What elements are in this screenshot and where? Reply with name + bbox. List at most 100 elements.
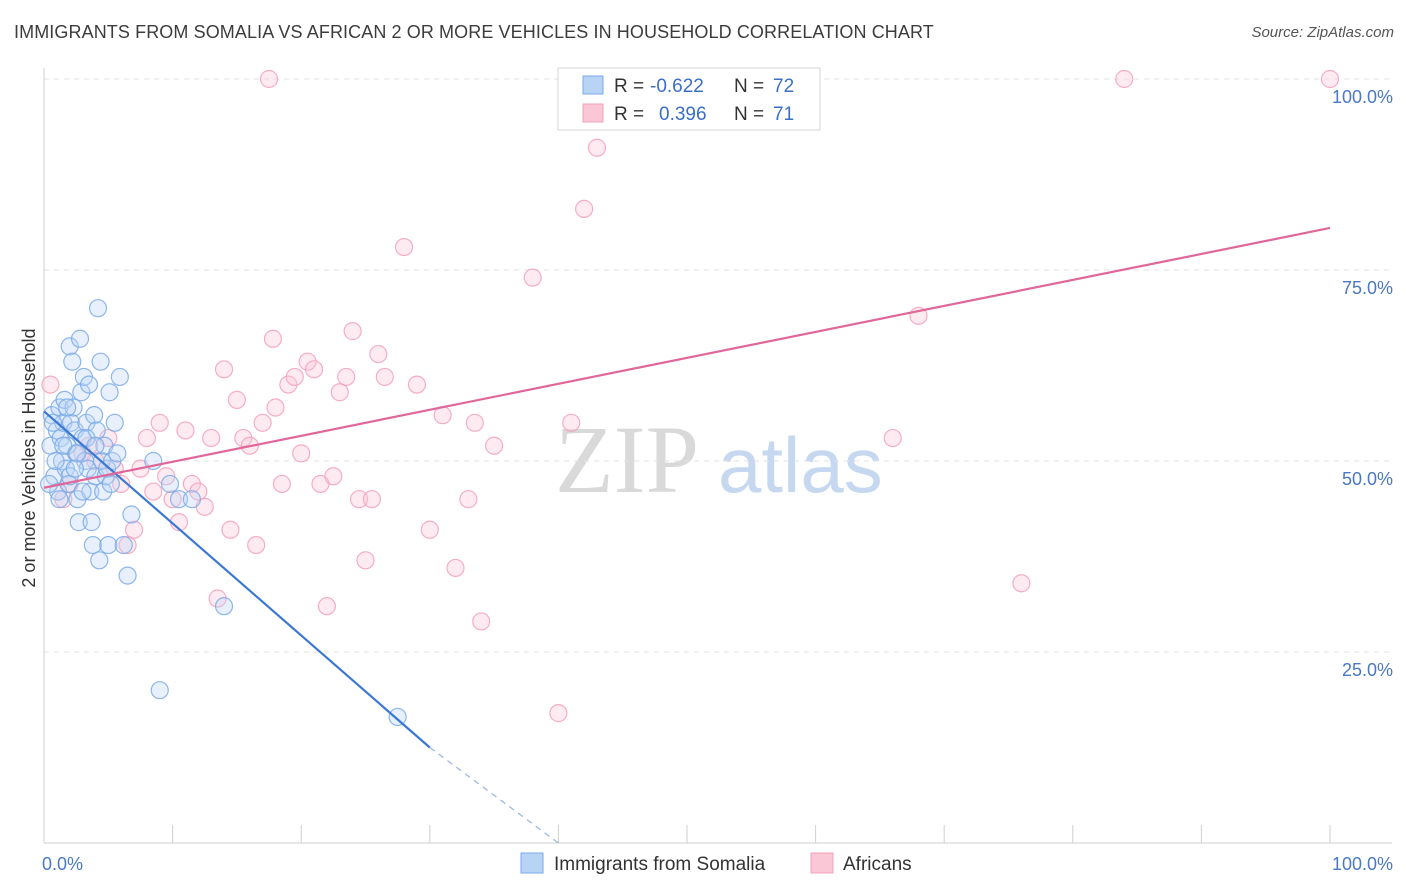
africans-point-46: [369, 344, 388, 364]
africans-point-9: [137, 428, 156, 448]
somalia-point-35: [88, 299, 108, 318]
somalia-point-51: [118, 566, 137, 585]
legend-swatch-somalia: [582, 75, 604, 95]
africans-point-53: [459, 490, 478, 509]
legend-r-label-africans: R =: [614, 104, 644, 125]
africans-point-40: [330, 383, 349, 402]
somalia-point-44: [100, 383, 119, 402]
africans-point-22: [221, 520, 240, 539]
chart-title: IMMIGRANTS FROM SOMALIA VS AFRICAN 2 OR …: [14, 22, 934, 42]
africans-point-6: [118, 535, 137, 555]
trend-line-somalia-extension: [429, 746, 559, 844]
africans-point-42: [343, 322, 362, 341]
somalia-point-30: [82, 513, 101, 532]
africans-point-60: [575, 199, 594, 218]
africans-point-38: [317, 597, 337, 616]
africans-point-7: [124, 520, 144, 539]
africans-point-26: [247, 535, 266, 555]
somalia-point-65: [50, 490, 69, 509]
africans-point-63: [883, 428, 902, 448]
watermark-atlas: atlas: [718, 421, 883, 509]
trend-line-somalia: [43, 410, 431, 749]
legend-n-value-somalia: 72: [773, 76, 794, 97]
somalia-point-34: [87, 421, 106, 440]
africans-point-20: [208, 589, 227, 608]
africans-point-55: [472, 612, 491, 631]
somalia-point-31: [83, 535, 102, 555]
somalia-point-32: [85, 406, 104, 425]
africans-point-49: [407, 375, 427, 394]
y-axis-label: 2 or more Vehicles in Household: [19, 328, 39, 587]
series-africans: [41, 69, 1340, 723]
legend-swatch-africans: [582, 103, 604, 123]
africans-point-16: [182, 474, 201, 494]
somalia-point-70: [40, 474, 59, 494]
africans-point-61: [587, 138, 607, 157]
y-tick-label-25: 25.0%: [1342, 660, 1393, 680]
somalia-point-61: [54, 436, 73, 455]
x-tick-label-max: 100.0%: [1332, 854, 1393, 874]
somalia-point-20: [69, 513, 88, 532]
legend-n-label-somalia: N =: [734, 76, 764, 97]
africans-point-58: [549, 704, 568, 723]
africans-point-10: [144, 482, 163, 501]
africans-point-5: [112, 474, 131, 494]
africans-point-65: [1012, 574, 1031, 593]
somalia-point-69: [65, 459, 84, 478]
bottom-legend-label-somalia: Immigrants from Somalia: [554, 854, 766, 875]
somalia-point-27: [78, 459, 97, 478]
legend-r-value-africans: 0.396: [659, 104, 707, 125]
bottom-legend-label-africans: Africans: [843, 854, 912, 875]
africans-point-30: [266, 398, 285, 417]
somalia-point-28: [79, 375, 99, 394]
axes: [43, 68, 1392, 844]
africans-point-17: [189, 482, 208, 501]
somalia-point-55: [160, 474, 180, 494]
bottom-legend: Immigrants from Somalia Africans: [520, 852, 912, 875]
somalia-point-63: [68, 444, 87, 463]
legend-n-value-africans: 71: [773, 104, 794, 125]
africans-point-56: [485, 436, 504, 455]
africans-point-28: [259, 69, 279, 89]
somalia-point-54: [150, 681, 169, 700]
somalia-point-15: [63, 352, 82, 371]
somalia-point-43: [99, 535, 118, 555]
legend: R = -0.622 N = 72 R = 0.396 N = 71: [557, 67, 821, 131]
africans-point-50: [420, 520, 439, 539]
africans-point-31: [272, 474, 292, 494]
africans-point-36: [304, 360, 324, 379]
africans-point-54: [465, 413, 484, 432]
somalia-point-66: [46, 451, 65, 471]
africans-point-15: [176, 421, 195, 440]
somalia-point-56: [169, 490, 189, 509]
somalia-point-45: [101, 474, 120, 494]
africans-point-0: [41, 375, 60, 394]
somalia-point-57: [182, 490, 201, 509]
africans-point-39: [324, 467, 343, 486]
watermark-zip: ZIP: [555, 406, 699, 513]
somalia-point-48: [108, 444, 127, 463]
y-tick-label-100: 100.0%: [1332, 87, 1393, 107]
africans-point-13: [163, 490, 182, 509]
trend-lines: [43, 226, 1331, 844]
somalia-point-36: [90, 551, 109, 570]
somalia-point-37: [91, 352, 110, 371]
africans-point-19: [202, 428, 221, 448]
somalia-point-22: [72, 383, 91, 402]
somalia-point-21: [70, 329, 90, 348]
africans-point-44: [356, 551, 375, 570]
somalia-point-39: [94, 482, 113, 501]
legend-r-label-somalia: R =: [614, 76, 644, 97]
africans-point-48: [394, 237, 414, 257]
africans-point-29: [263, 329, 283, 348]
somalia-point-50: [114, 535, 133, 555]
somalia-point-71: [73, 482, 92, 501]
tick-labels: 25.0% 50.0% 75.0% 100.0% 0.0% 100.0%: [42, 87, 1393, 874]
africans-point-32: [279, 375, 298, 394]
somalia-point-60: [43, 413, 63, 432]
somalia-point-58: [214, 597, 234, 616]
somalia-point-16: [64, 398, 83, 417]
africans-point-66: [1115, 69, 1134, 89]
somalia-point-52: [122, 505, 141, 524]
africans-point-21: [214, 360, 234, 379]
